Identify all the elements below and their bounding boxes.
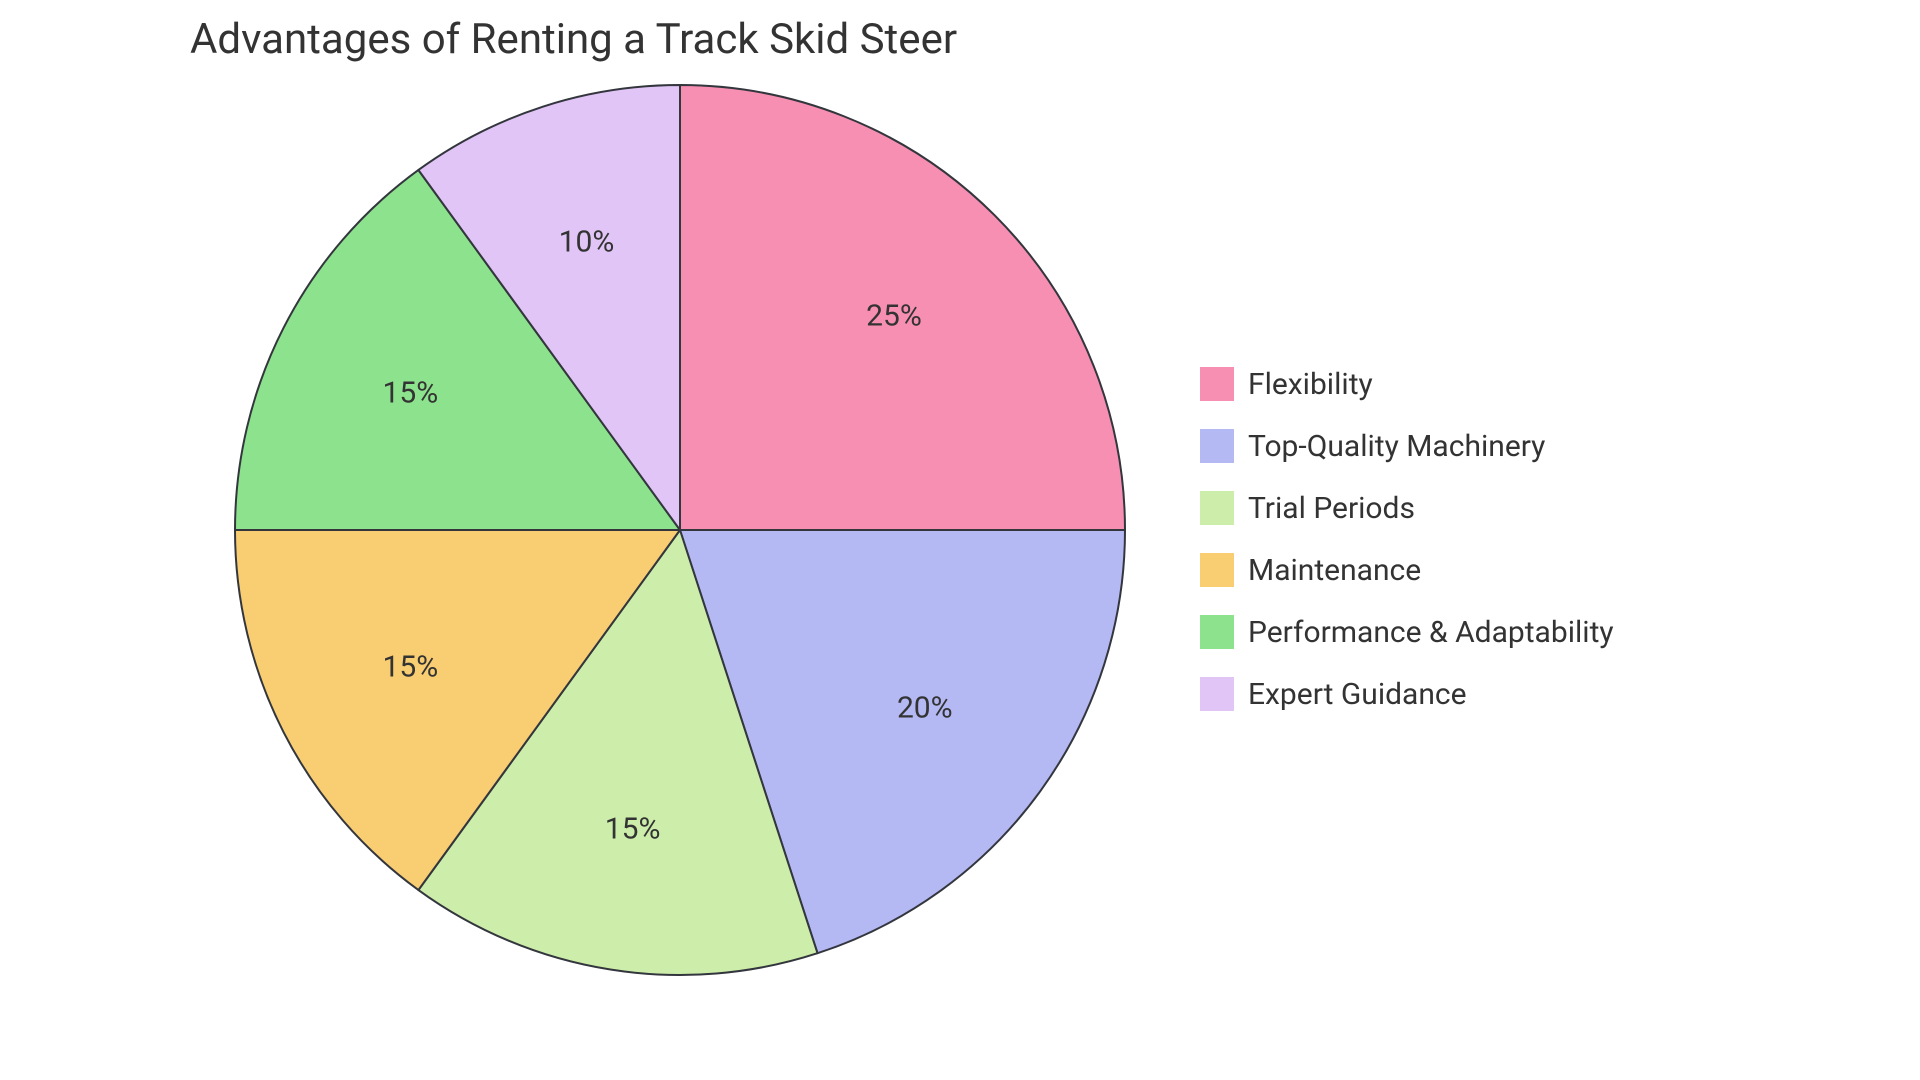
pie-svg — [231, 81, 1129, 979]
legend-item: Trial Periods — [1200, 484, 1614, 532]
legend-label: Top-Quality Machinery — [1248, 429, 1545, 464]
slice-percent-label: 15% — [383, 375, 439, 410]
legend-label: Performance & Adaptability — [1248, 615, 1614, 650]
legend-item: Flexibility — [1200, 360, 1614, 408]
legend-swatch — [1200, 615, 1234, 649]
slice-percent-label: 25% — [866, 299, 922, 334]
legend-swatch — [1200, 677, 1234, 711]
legend-swatch — [1200, 553, 1234, 587]
legend-swatch — [1200, 367, 1234, 401]
legend-item: Performance & Adaptability — [1200, 608, 1614, 656]
legend-label: Maintenance — [1248, 553, 1421, 588]
chart-title: Advantages of Renting a Track Skid Steer — [190, 15, 957, 64]
legend-item: Expert Guidance — [1200, 670, 1614, 718]
chart-container: Advantages of Renting a Track Skid Steer… — [0, 0, 1920, 1080]
legend-label: Trial Periods — [1248, 491, 1415, 526]
legend-label: Flexibility — [1248, 367, 1373, 402]
legend-item: Top-Quality Machinery — [1200, 422, 1614, 470]
legend-swatch — [1200, 429, 1234, 463]
legend-item: Maintenance — [1200, 546, 1614, 594]
pie-chart — [231, 81, 1129, 979]
legend-swatch — [1200, 491, 1234, 525]
slice-percent-label: 10% — [559, 225, 615, 260]
slice-percent-label: 15% — [383, 650, 439, 685]
slice-percent-label: 20% — [897, 690, 953, 725]
slice-percent-label: 15% — [605, 811, 661, 846]
legend-label: Expert Guidance — [1248, 677, 1467, 712]
legend: Flexibility Top-Quality Machinery Trial Pe… — [1200, 360, 1614, 718]
